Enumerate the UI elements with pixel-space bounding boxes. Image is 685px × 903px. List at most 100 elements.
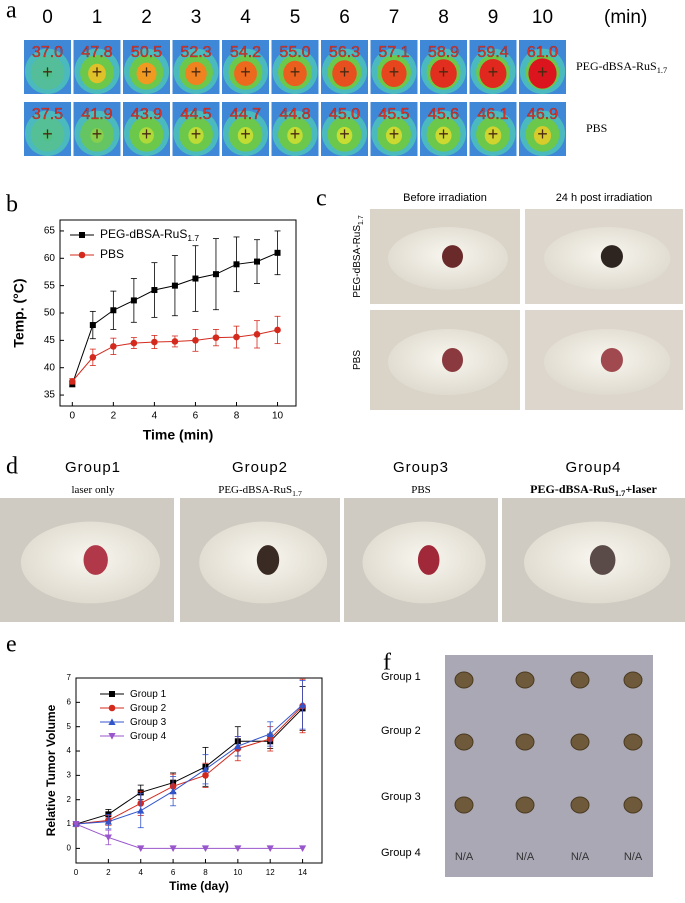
tumor-sample	[570, 671, 590, 689]
marker	[274, 326, 281, 334]
marker	[171, 338, 179, 345]
group-label-sub: 1.7	[615, 489, 625, 498]
marker	[78, 251, 86, 259]
row-label-main: PBS	[352, 350, 363, 370]
cross: +	[339, 62, 350, 82]
temperature: 59.4	[477, 44, 508, 61]
y-tick-label: 6	[67, 697, 72, 706]
temperature: 45.6	[428, 106, 459, 123]
cross: +	[339, 124, 350, 144]
legend-name: Group 3	[130, 717, 167, 728]
legend-name: Group 4	[130, 731, 167, 742]
time-label: 2	[141, 7, 152, 28]
legend-label: Group 3	[130, 717, 167, 728]
y-tick-label: 3	[67, 770, 72, 779]
x-tick-label: 6	[171, 868, 176, 877]
time-label: 9	[488, 7, 499, 28]
time-label: 6	[339, 7, 350, 28]
thermal-core	[336, 126, 353, 145]
tumor-sample	[623, 733, 643, 751]
thermal-core	[136, 62, 157, 85]
column-header: Before irradiation	[403, 192, 487, 204]
marker	[234, 742, 242, 750]
x-tick-label: 4	[139, 868, 144, 877]
y-tick-label: 50	[44, 308, 56, 319]
group-label: PEG-dBSA-RuS1.7	[218, 484, 302, 498]
legend-name: PBS	[100, 247, 124, 261]
marker	[151, 338, 158, 346]
tumor	[442, 348, 463, 372]
thermal-core	[185, 61, 207, 86]
thermal-core	[42, 68, 53, 79]
group-label: Group 2	[381, 725, 421, 737]
group-label-main: PBS	[411, 484, 431, 496]
marker	[234, 845, 242, 852]
marker	[233, 333, 240, 341]
marker	[266, 730, 274, 737]
row-label-main: PBS	[586, 121, 607, 135]
temperature: 46.1	[477, 106, 508, 123]
marker	[169, 845, 177, 852]
temperature: 44.5	[180, 106, 211, 123]
time-label: 0	[42, 7, 53, 28]
group-title: Group1	[65, 459, 121, 476]
x-tick-label: 10	[233, 868, 242, 877]
group-label-main: PEG-dBSA-RuS	[218, 484, 292, 496]
x-tick-label: 10	[272, 411, 284, 422]
marker	[233, 261, 240, 268]
thermal-core	[385, 126, 403, 145]
cross: +	[92, 124, 103, 144]
group-label-main: laser only	[71, 484, 115, 496]
x-tick-label: 8	[234, 411, 240, 422]
cross: +	[42, 62, 53, 82]
row-label: PEG-dBSA-RuS1.7	[576, 59, 667, 75]
thermal-core	[42, 129, 53, 142]
time-label: 8	[438, 7, 449, 28]
cross: +	[290, 62, 301, 82]
thermal-core	[528, 58, 557, 89]
time-label: 10	[532, 7, 553, 28]
series-line	[75, 704, 303, 825]
legend-label: PEG-dBSA-RuS1.7	[100, 227, 199, 243]
y-tick-label: 40	[44, 362, 56, 373]
thermal-halo	[24, 110, 71, 156]
temperature: 44.7	[230, 106, 261, 123]
x-axis-label: Time (min)	[143, 427, 214, 443]
series-line	[75, 705, 303, 825]
tumor	[83, 545, 108, 575]
group-label-sub: 1.7	[292, 489, 302, 498]
missing-label: N/A	[455, 851, 474, 863]
marker	[192, 337, 199, 344]
marker	[130, 339, 138, 347]
y-tick-label: 5	[67, 722, 72, 731]
y-tick-label: 0	[67, 844, 72, 853]
plot-frame	[75, 677, 323, 864]
x-tick-label: 4	[152, 411, 158, 422]
panel-letter: e	[6, 632, 17, 658]
thermal-core	[188, 127, 204, 144]
marker	[69, 378, 76, 385]
group-label: Group 4	[381, 847, 421, 859]
legend-name: Group 1	[130, 689, 167, 700]
legend-label: Group 1	[130, 689, 167, 700]
cross: +	[141, 124, 152, 144]
marker	[266, 845, 274, 852]
x-tick-label: 14	[298, 868, 307, 877]
temperature: 45.0	[329, 106, 360, 123]
temperature: 37.0	[32, 44, 63, 61]
panel-letter: a	[6, 0, 17, 24]
y-axis-label: Temp. (°C)	[11, 278, 27, 347]
y-tick-label: 45	[44, 335, 56, 346]
temperature: 52.3	[180, 44, 211, 61]
tumor-sample	[623, 796, 643, 814]
tumor	[589, 545, 616, 575]
cross: +	[141, 62, 152, 82]
temperature: 54.2	[230, 44, 261, 61]
x-tick-label: 0	[74, 868, 79, 877]
thermal-warm	[30, 117, 65, 152]
row-label: PEG-dBSA-RuS1.7	[352, 215, 365, 298]
marker	[169, 787, 177, 795]
cross: +	[290, 124, 301, 144]
legend-label: PBS	[100, 247, 124, 261]
